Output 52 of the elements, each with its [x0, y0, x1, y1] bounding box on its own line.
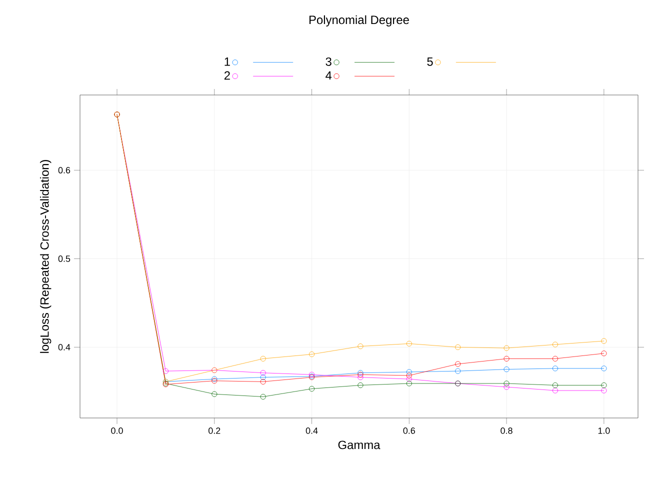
point: [260, 394, 266, 400]
point: [455, 344, 461, 350]
legend-label: 4: [326, 71, 332, 80]
x-tick-label: 0.6: [403, 428, 415, 434]
legend-label: 2: [224, 71, 230, 80]
x-axis-title: Gamma: [338, 440, 380, 450]
x-tick-label: 0.4: [306, 428, 318, 434]
y-axis-title: logLoss (Repeated Cross-Validation): [40, 160, 52, 353]
x-tick-label: 0.8: [500, 428, 512, 434]
point: [406, 340, 412, 346]
legend-label: 3: [326, 57, 332, 66]
point: [162, 368, 168, 374]
legend-label: 5: [427, 58, 433, 66]
point: [260, 378, 266, 384]
point: [504, 384, 510, 390]
point: [601, 366, 607, 372]
point: [552, 388, 558, 394]
point: [308, 351, 315, 358]
legend-title: Polynomial Degree: [309, 15, 409, 26]
point: [406, 372, 412, 378]
point: [552, 366, 558, 372]
point: [406, 376, 412, 382]
point: [308, 386, 315, 392]
point: [212, 391, 218, 397]
point: [504, 380, 510, 386]
y-tick-label: 0.5: [58, 256, 70, 262]
point: [504, 356, 510, 362]
point: [406, 369, 412, 375]
x-tick-label: 0.2: [208, 428, 220, 434]
point: [358, 344, 364, 350]
point: [504, 345, 510, 351]
point: [601, 350, 607, 356]
point: [406, 380, 412, 386]
point: [504, 366, 510, 372]
point: [552, 342, 558, 348]
legend-label: 1: [224, 58, 230, 66]
y-tick-label: 0.6: [58, 167, 70, 174]
point: [260, 356, 266, 362]
point: [552, 356, 558, 362]
point: [358, 374, 364, 380]
point: [601, 388, 607, 394]
y-tick-label: 0.4: [58, 344, 70, 350]
x-tick-label: 1.0: [598, 428, 610, 434]
point: [358, 382, 364, 388]
point: [552, 382, 558, 388]
point: [601, 338, 607, 344]
point: [260, 370, 266, 376]
point: [455, 368, 461, 374]
point: [260, 374, 266, 380]
point: [601, 382, 607, 388]
x-tick-label: 0.0: [111, 428, 123, 434]
point: [455, 361, 461, 367]
